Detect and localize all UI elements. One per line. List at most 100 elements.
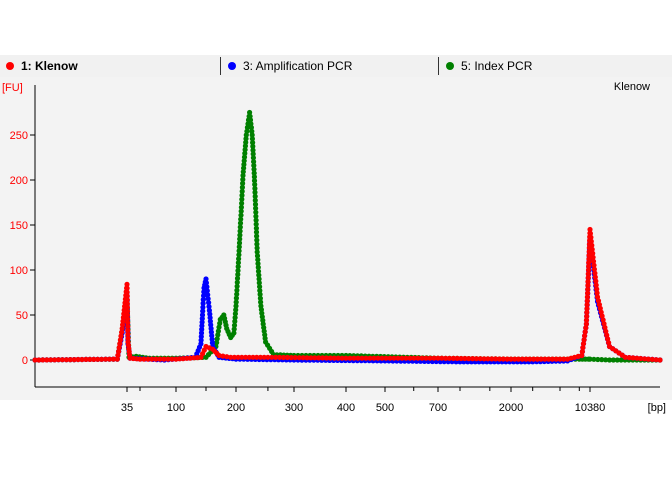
data-point — [379, 355, 385, 361]
data-point — [584, 309, 590, 315]
data-point — [419, 355, 425, 361]
data-point — [55, 357, 62, 363]
data-point — [125, 324, 131, 330]
legend-item-klenow[interactable]: 1: Klenow — [6, 55, 78, 77]
data-point — [200, 297, 206, 303]
legend-label: 5: Index PCR — [461, 59, 533, 73]
data-point — [508, 356, 514, 362]
data-point — [466, 356, 472, 362]
data-point — [83, 356, 89, 362]
data-point — [504, 356, 510, 362]
data-point — [246, 354, 252, 360]
data-point — [236, 244, 242, 250]
data-point — [355, 355, 361, 361]
data-point — [594, 286, 600, 292]
data-point — [320, 355, 326, 361]
data-point — [603, 357, 609, 363]
data-point — [238, 204, 244, 210]
data-point — [251, 159, 257, 165]
data-point — [52, 357, 58, 363]
data-point — [233, 295, 239, 301]
data-point — [253, 225, 259, 231]
data-point — [580, 345, 586, 351]
data-point — [237, 236, 243, 242]
data-point — [251, 162, 257, 169]
y-tick-label: 100 — [10, 265, 28, 277]
data-point — [124, 285, 130, 291]
data-point — [327, 355, 333, 361]
y-axis-unit-label: [FU] — [2, 82, 23, 94]
data-point — [124, 281, 130, 287]
data-point — [44, 357, 50, 363]
data-point — [630, 355, 636, 361]
data-point — [363, 355, 369, 361]
data-point — [125, 320, 131, 326]
legend-separator — [220, 57, 221, 75]
data-point — [59, 357, 65, 363]
data-point — [371, 355, 377, 361]
data-point — [582, 329, 588, 335]
data-point — [657, 357, 663, 363]
data-point — [273, 354, 279, 360]
data-point — [236, 256, 242, 262]
data-point — [149, 356, 155, 362]
x-axis-unit-label: [bp] — [648, 402, 666, 414]
data-point — [269, 354, 275, 360]
data-point — [250, 140, 256, 146]
data-point — [236, 248, 242, 254]
legend-item-index-pcr[interactable]: 5: Index PCR — [446, 55, 532, 77]
data-point — [557, 356, 563, 362]
data-point — [253, 229, 260, 235]
data-point — [240, 176, 246, 183]
data-point — [591, 262, 597, 268]
data-point — [234, 291, 240, 297]
data-point — [589, 246, 595, 252]
y-tick-label: 50 — [16, 310, 28, 322]
data-point — [593, 278, 599, 284]
data-point — [217, 320, 223, 326]
legend-item-amplification-pcr[interactable]: 3: Amplification PCR — [228, 55, 352, 77]
data-point — [580, 341, 587, 347]
x-tick-label: 300 — [285, 402, 303, 414]
data-point — [237, 232, 243, 238]
data-point — [153, 356, 159, 362]
x-tick-label: 2000 — [499, 402, 523, 414]
data-point — [215, 328, 221, 334]
data-point — [538, 356, 544, 362]
data-point — [553, 356, 559, 362]
data-point — [124, 297, 130, 303]
data-point — [254, 354, 260, 360]
data-point — [343, 355, 349, 361]
data-point — [251, 170, 257, 176]
data-point — [622, 354, 628, 360]
data-point — [347, 355, 353, 361]
data-point — [249, 132, 255, 138]
data-point — [224, 354, 230, 360]
data-point — [618, 357, 624, 363]
data-point — [254, 249, 260, 255]
data-point — [496, 356, 503, 362]
y-tick-label: 150 — [10, 220, 28, 232]
data-point — [645, 356, 652, 362]
data-point — [124, 293, 130, 299]
data-point — [106, 356, 113, 362]
data-point — [531, 356, 537, 362]
data-point — [124, 301, 130, 307]
data-point — [527, 356, 533, 362]
data-point — [254, 253, 261, 259]
data-point — [415, 355, 421, 361]
data-point — [36, 357, 42, 363]
data-point — [250, 147, 256, 153]
data-point — [254, 233, 260, 239]
legend-separator — [438, 57, 439, 75]
data-point — [240, 180, 246, 186]
data-point — [265, 354, 271, 360]
data-point — [234, 283, 240, 289]
data-point — [446, 355, 453, 361]
data-point — [277, 354, 283, 360]
x-tick-label: 35 — [121, 402, 133, 414]
data-point — [228, 354, 234, 360]
data-point — [244, 128, 250, 134]
green-dot-icon — [446, 62, 454, 70]
data-point — [427, 355, 433, 361]
